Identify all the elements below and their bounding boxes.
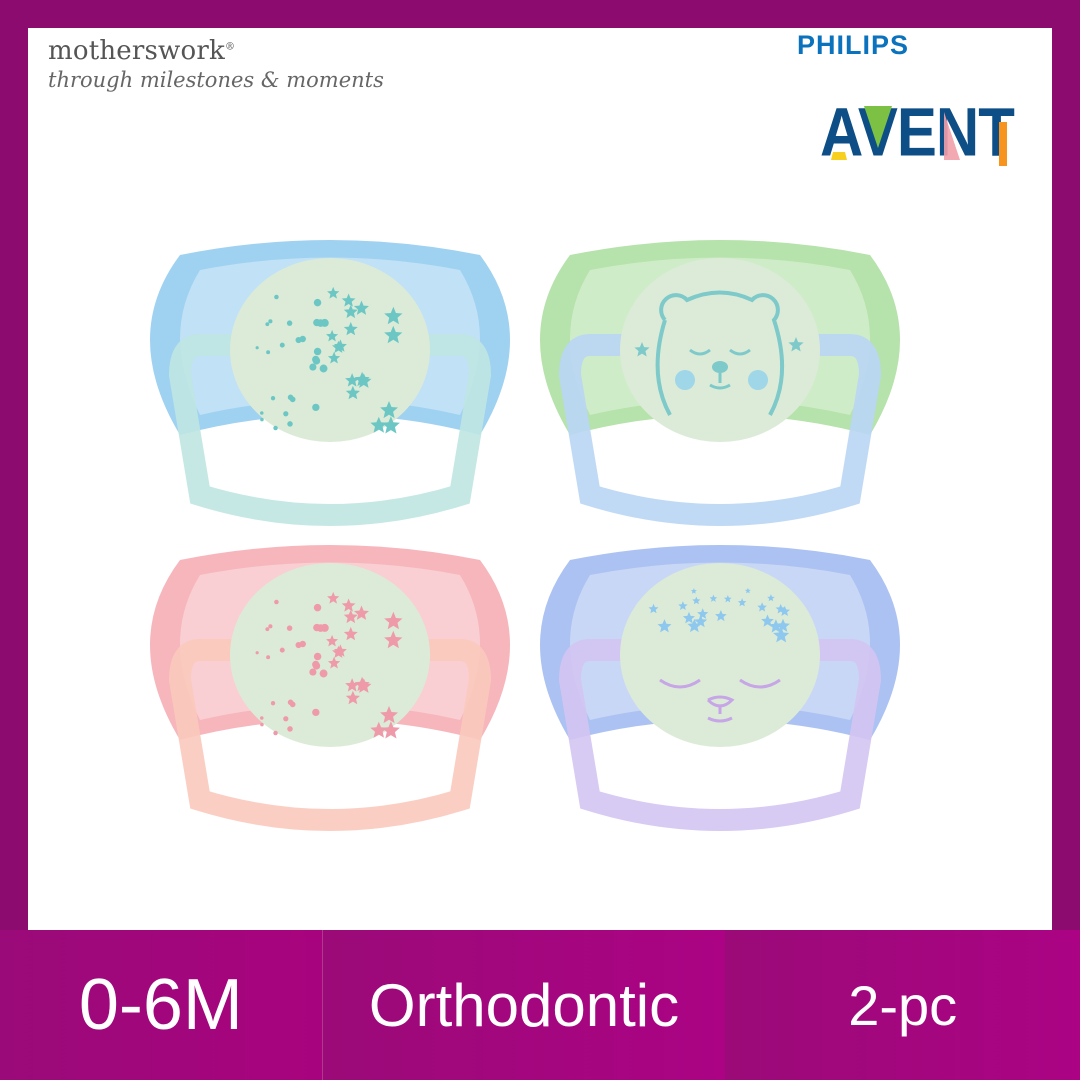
pacifier-button xyxy=(620,258,820,442)
pacifier xyxy=(150,545,510,831)
philips-logo: PHILIPS xyxy=(797,30,910,60)
pacifier-button xyxy=(230,563,430,747)
pacifier-ring xyxy=(168,334,492,526)
pacifier xyxy=(150,240,510,526)
pacifier-pattern xyxy=(648,587,790,723)
avent-logo-text: AVENT xyxy=(820,93,1015,171)
feature-bar: 0-6M Orthodontic 2-pc xyxy=(0,930,1080,1080)
pacifier xyxy=(540,240,900,526)
pacifier xyxy=(540,545,900,831)
pacifier-button xyxy=(230,258,430,442)
pacifier-pattern xyxy=(634,290,804,416)
motherswork-logo: motherswork® through milestones & moment… xyxy=(48,36,384,92)
retailer-name: motherswork xyxy=(48,36,225,66)
pacifier-button xyxy=(620,563,820,747)
type-label: Orthodontic xyxy=(321,930,726,1080)
pacifier-ring xyxy=(558,639,882,831)
avent-logo: AVENT xyxy=(820,97,1025,166)
age-range-label: 0-6M xyxy=(0,930,322,1080)
pacifier-pattern xyxy=(255,286,403,434)
pacifier-pattern xyxy=(255,591,403,739)
pack-count-label: 2-pc xyxy=(725,930,1080,1080)
avent-logo-accents xyxy=(831,106,1007,166)
retailer-tagline: through milestones & moments xyxy=(48,68,384,92)
pacifier-ring xyxy=(558,334,882,526)
pacifier-ring xyxy=(168,639,492,831)
